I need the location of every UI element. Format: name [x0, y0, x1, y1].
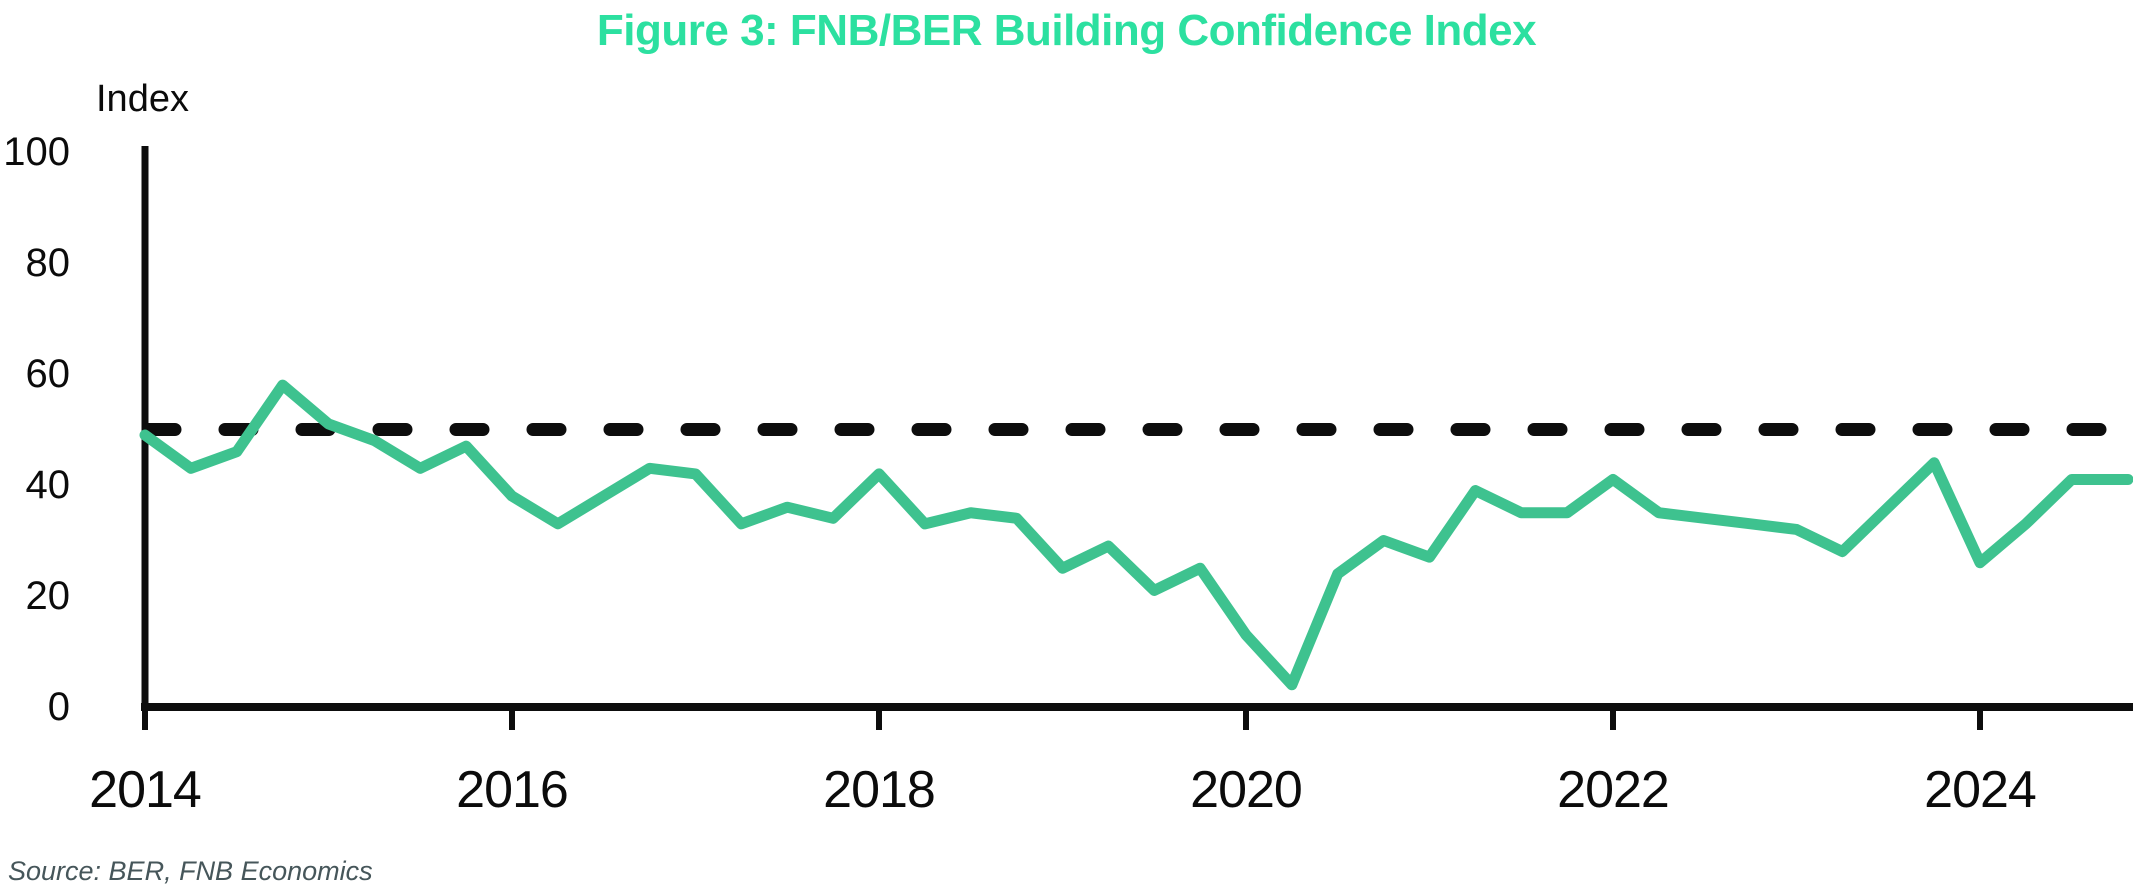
chart-title: Figure 3: FNB/BER Building Confidence In…	[596, 6, 1537, 55]
y-tick-label: 100	[3, 130, 70, 174]
y-tick-label: 80	[25, 241, 71, 285]
x-tick-label: 2024	[1924, 761, 2037, 819]
source-note: Source: BER, FNB Economics	[8, 856, 373, 886]
x-tick-label: 2020	[1190, 761, 1303, 819]
x-tick-label: 2018	[823, 761, 936, 819]
y-tick-label: 0	[47, 685, 70, 729]
x-tick-label: 2014	[89, 761, 202, 819]
x-tick-label: 2016	[456, 761, 569, 819]
y-axis-title: Index	[96, 78, 189, 120]
y-tick-label: 60	[25, 352, 71, 396]
x-tick-label: 2022	[1557, 761, 1670, 819]
y-tick-label: 40	[25, 463, 71, 507]
y-tick-label: 20	[25, 574, 71, 618]
confidence-index-line	[139, 379, 2133, 691]
